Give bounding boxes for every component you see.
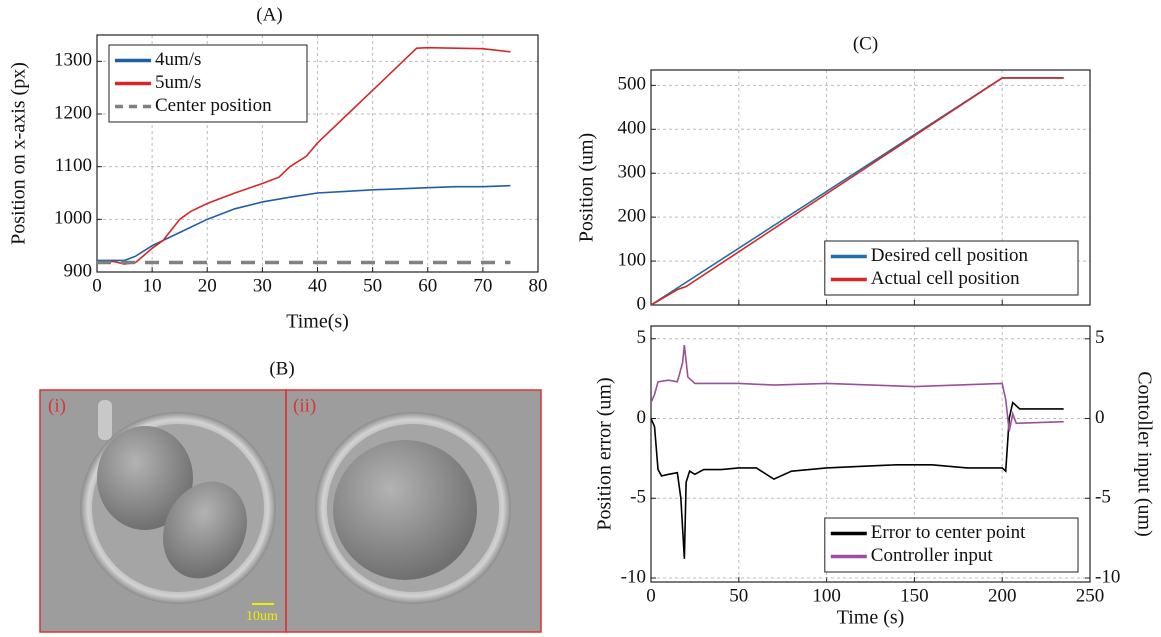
legend-label: Actual cell position: [871, 268, 1020, 289]
chart-title: (A): [256, 4, 282, 25]
series-line: [650, 345, 1064, 432]
y2-tick-label: 5: [1095, 327, 1105, 348]
x-tick-label: 60: [418, 275, 437, 296]
y-tick-label: 1100: [55, 155, 92, 176]
legend-label: Error to center point: [871, 522, 1026, 543]
legend-box: [824, 517, 1079, 573]
x-tick-label: 150: [900, 585, 929, 606]
legend-label: 5um/s: [155, 72, 201, 93]
y2-axis-label: Contoller input (um): [1133, 371, 1155, 537]
legend-label: 4um/s: [155, 49, 201, 70]
y-tick-label: 400: [618, 118, 647, 139]
x-tick-label: 10: [143, 275, 162, 296]
y-tick-label: 0: [637, 407, 647, 428]
embryo: [333, 440, 477, 580]
y2-tick-label: 0: [1095, 407, 1105, 428]
y-axis-label: Position (um): [576, 133, 598, 242]
y-tick-label: 5: [637, 327, 647, 348]
legend-label: Controller input: [871, 545, 994, 566]
plot-frame: [96, 34, 539, 273]
x-axis-label: Time(s): [286, 311, 349, 333]
x-tick-label: 0: [646, 585, 656, 606]
x-axis-label: Time (s): [837, 607, 905, 629]
y-axis-label: Position on x-axis (px): [8, 62, 30, 245]
y-tick-label: 200: [618, 206, 647, 227]
legend-box: [824, 240, 1079, 296]
x-tick-label: 50: [729, 585, 748, 606]
plot-frame: [650, 325, 1091, 583]
series-line: [96, 46, 511, 265]
image-border: [285, 389, 542, 633]
pipette: [98, 400, 112, 440]
x-tick-label: 200: [988, 585, 1017, 606]
x-tick-label: 0: [92, 275, 102, 296]
x-tick-label: 20: [198, 275, 217, 296]
blastomere: [97, 426, 193, 530]
x-tick-label: 50: [363, 275, 382, 296]
image-label: (ii): [293, 395, 316, 416]
y-tick-label: 300: [618, 162, 647, 183]
y-tick-label: -10: [621, 566, 646, 587]
y2-tick-label: -10: [1095, 566, 1120, 587]
image-label: (i): [48, 395, 66, 416]
series-line: [650, 77, 1064, 306]
y-tick-label: 0: [637, 293, 647, 314]
scale-bar-label: 10um: [246, 609, 278, 624]
y-tick-label: -5: [630, 487, 646, 508]
y-tick-label: 1300: [54, 50, 92, 71]
panel-title: (B): [269, 358, 294, 379]
series-line: [650, 401, 1064, 559]
y-tick-label: 100: [618, 249, 647, 270]
blastomere: [163, 481, 247, 579]
x-tick-label: 70: [473, 275, 492, 296]
y2-tick-label: -5: [1095, 487, 1111, 508]
plot-frame: [650, 69, 1091, 306]
y-tick-label: 1200: [54, 102, 92, 123]
x-tick-label: 30: [253, 275, 272, 296]
y-tick-label: 500: [618, 74, 647, 95]
y-axis-label: Position error (um): [594, 377, 616, 530]
y-tick-label: 900: [64, 260, 93, 281]
legend-label: Center position: [155, 95, 272, 116]
x-tick-label: 250: [1076, 585, 1105, 606]
x-tick-label: 100: [812, 585, 841, 606]
legend-label: Desired cell position: [871, 245, 1029, 266]
x-tick-label: 40: [308, 275, 327, 296]
panel-b: (B) (i) (ii) 10um: [39, 358, 542, 633]
x-tick-label: 80: [529, 275, 548, 296]
y-tick-label: 1000: [54, 208, 92, 229]
chart-title: (C): [853, 33, 878, 54]
series-line: [97, 184, 511, 262]
